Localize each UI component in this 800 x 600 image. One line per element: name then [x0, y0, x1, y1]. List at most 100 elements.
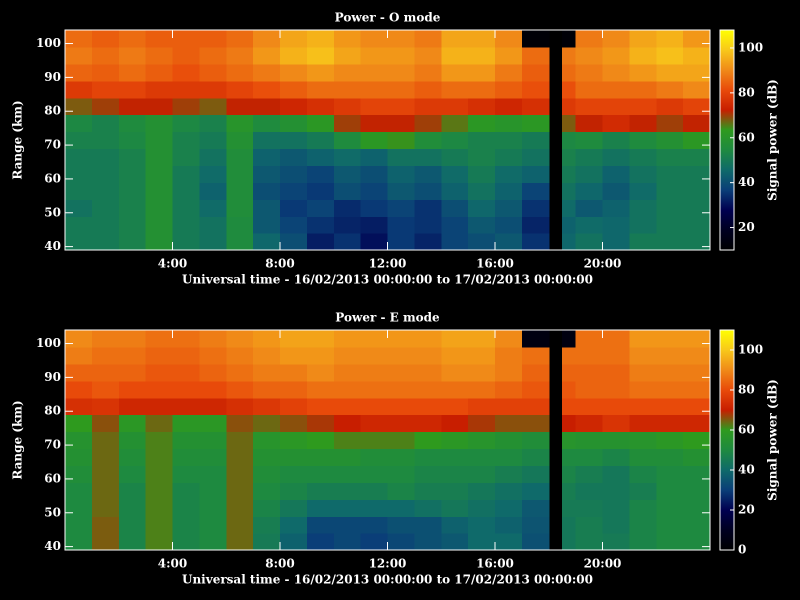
heatmap-cell — [521, 397, 550, 416]
heatmap-cell — [683, 346, 711, 365]
heatmap-cell — [441, 346, 469, 365]
heatmap-cell — [280, 431, 308, 450]
heatmap-cell — [387, 448, 415, 466]
heatmap-cell — [468, 346, 496, 365]
heatmap-cell — [575, 397, 604, 416]
heatmap-cell — [360, 97, 389, 116]
heatmap-cell — [199, 516, 227, 534]
heatmap-cell — [575, 97, 604, 116]
heatmap-cell — [360, 414, 389, 433]
heatmap-cell — [172, 131, 200, 150]
heatmap-cell — [387, 165, 415, 183]
heatmap-cell — [118, 199, 147, 217]
heatmap-cell — [656, 97, 684, 116]
heatmap-cell — [521, 216, 550, 234]
heatmap-cell — [333, 414, 362, 433]
heatmap-cell — [226, 30, 254, 48]
heatmap-cell — [118, 63, 147, 82]
heatmap-cell — [333, 182, 362, 200]
colorbar-label: Signal power (dB) — [766, 79, 780, 201]
heatmap-cell — [575, 114, 604, 133]
heatmap-cell — [683, 216, 711, 234]
heatmap-cell — [575, 330, 604, 348]
heatmap-cell — [91, 80, 120, 99]
heatmap-cell — [441, 30, 469, 48]
heatmap-cell — [65, 216, 93, 234]
heatmap-cell — [360, 346, 389, 365]
heatmap-cell — [145, 114, 174, 133]
heatmap-cell — [683, 363, 711, 382]
heatmap-cell — [629, 165, 657, 183]
heatmap-cell — [629, 397, 657, 416]
heatmap-cell — [575, 165, 604, 183]
heatmap-cell — [387, 431, 415, 450]
heatmap-cell — [91, 233, 120, 251]
heatmap-cell — [145, 414, 174, 433]
heatmap-cell — [199, 165, 227, 183]
heatmap-cell — [172, 414, 200, 433]
heatmap-cell — [280, 499, 308, 517]
heatmap-cell — [562, 233, 577, 251]
heatmap-cell — [306, 533, 335, 551]
heatmap-cell — [118, 131, 147, 150]
heatmap-cell — [172, 233, 200, 251]
heatmap-cell — [521, 346, 550, 365]
x-tick-label: 8:00 — [265, 557, 294, 571]
heatmap-cell — [521, 131, 550, 150]
heatmap-cell — [333, 465, 362, 483]
heatmap-cell — [441, 63, 469, 82]
heatmap-cell — [575, 346, 604, 365]
heatmap-cell — [414, 80, 442, 99]
heatmap-cell — [414, 148, 442, 166]
heatmap-cell — [495, 97, 523, 116]
heatmap-cell — [172, 114, 200, 133]
y-tick-label: 40 — [44, 239, 61, 253]
heatmap-cell — [602, 363, 630, 382]
heatmap-cell — [414, 199, 442, 217]
heatmap-cell — [602, 199, 630, 217]
heatmap-cell — [414, 499, 442, 517]
heatmap-cell — [414, 431, 442, 450]
heatmap-cell — [253, 516, 281, 534]
heatmap-cell — [562, 46, 577, 65]
heatmap-cell — [441, 46, 469, 65]
heatmap-cell — [226, 363, 254, 382]
heatmap-cell — [562, 397, 577, 416]
heatmap-cell — [468, 80, 496, 99]
heatmap-cell — [65, 363, 93, 382]
heatmap-cell — [521, 448, 550, 466]
heatmap-cell — [91, 499, 120, 517]
heatmap-cell — [495, 363, 523, 382]
heatmap-cell — [629, 46, 657, 65]
heatmap-cell — [414, 380, 442, 399]
heatmap-cell — [629, 448, 657, 466]
heatmap-cell — [118, 165, 147, 183]
heatmap-cell — [226, 46, 254, 65]
heatmap-cell — [441, 533, 469, 551]
heatmap-cell — [199, 448, 227, 466]
heatmap-cell — [521, 363, 550, 382]
heatmap-cell — [145, 431, 174, 450]
heatmap-cell — [306, 363, 335, 382]
heatmap-cell — [683, 330, 711, 348]
heatmap-cell — [91, 97, 120, 116]
heatmap-cell — [656, 533, 684, 551]
heatmap-cell — [562, 63, 577, 82]
heatmap-cell — [575, 80, 604, 99]
colorbar-tick-label: 80 — [738, 85, 755, 99]
heatmap-cell — [387, 216, 415, 234]
heatmap-cell — [562, 330, 577, 348]
heatmap-cell — [172, 363, 200, 382]
heatmap-cell — [562, 431, 577, 450]
heatmap-cell — [414, 114, 442, 133]
heatmap-cell — [253, 199, 281, 217]
heatmap-cell — [414, 165, 442, 183]
heatmap-cell — [118, 516, 147, 534]
heatmap-cell — [441, 363, 469, 382]
heatmap-cell — [468, 63, 496, 82]
heatmap-cell — [172, 63, 200, 82]
heatmap-cell — [333, 330, 362, 348]
heatmap-cell — [495, 63, 523, 82]
heatmap-cell — [602, 465, 630, 483]
